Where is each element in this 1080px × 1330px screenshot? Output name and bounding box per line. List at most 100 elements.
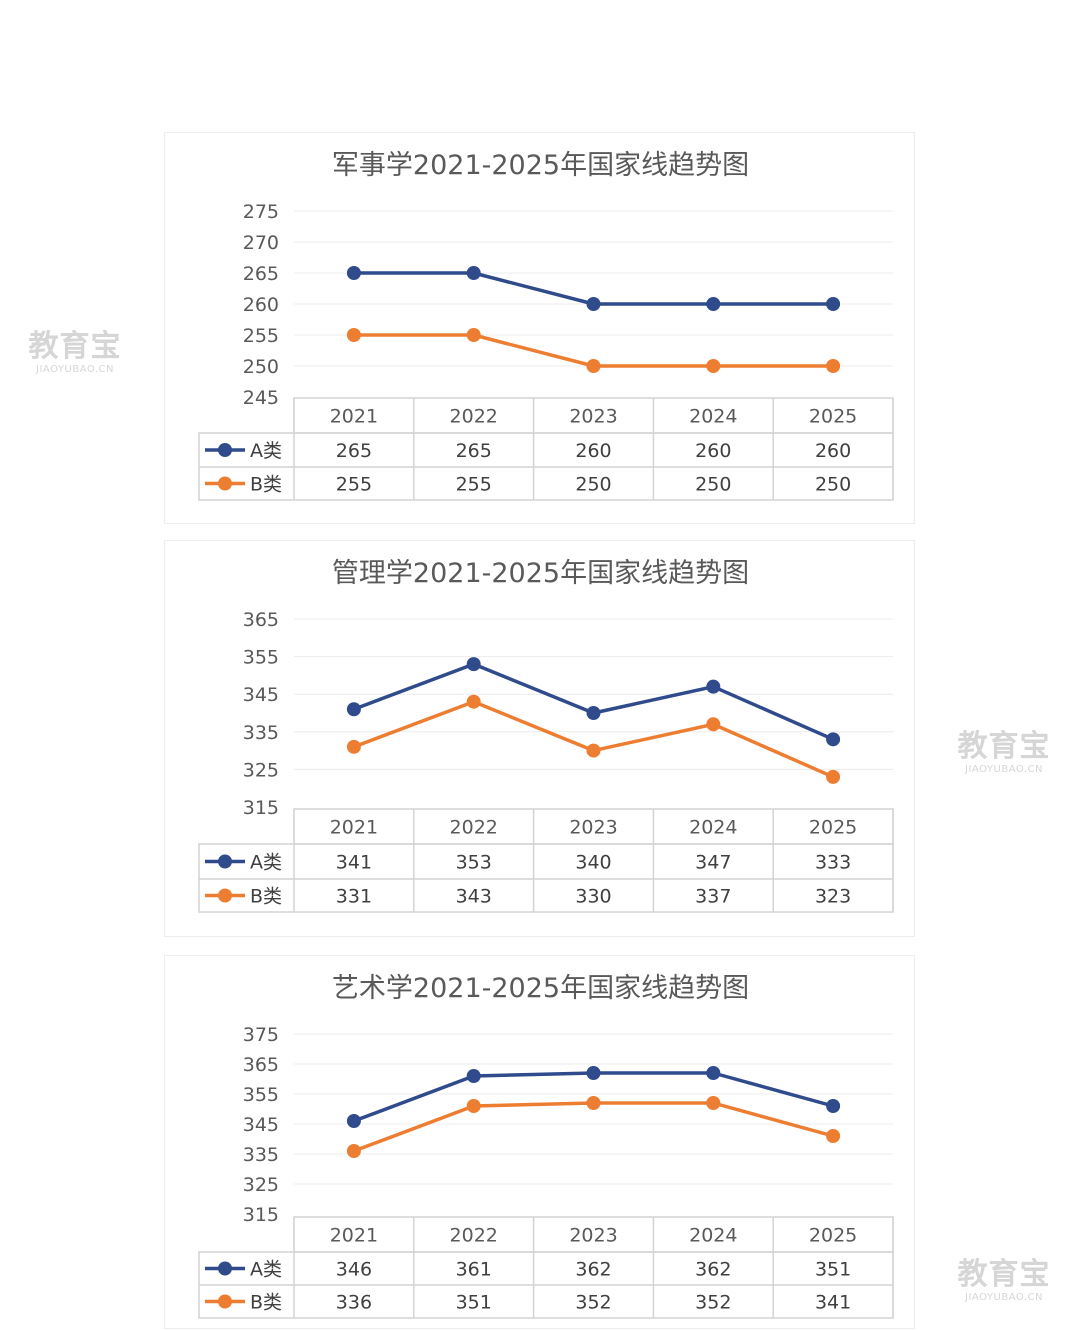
table-value-cell: 353 xyxy=(456,852,492,874)
table-value-cell: 337 xyxy=(695,886,731,908)
table-value-cell: 255 xyxy=(336,474,372,496)
x-category-label: 2022 xyxy=(450,817,498,839)
legend-label: B类 xyxy=(250,474,282,496)
data-point xyxy=(346,739,361,754)
table-value-cell: 341 xyxy=(815,1292,851,1314)
x-category-label: 2024 xyxy=(689,817,737,839)
data-point xyxy=(346,1144,361,1158)
y-tick-label: 250 xyxy=(243,356,279,378)
x-category-label: 2023 xyxy=(569,1225,617,1247)
watermark-en-text: JIAOYUBAO.CN xyxy=(965,1292,1043,1303)
watermark-cn-text: 教育宝 xyxy=(28,329,122,364)
data-point xyxy=(466,694,481,709)
table-value-cell: 351 xyxy=(456,1292,492,1314)
legend-label: B类 xyxy=(250,1292,282,1314)
table-value-cell: 336 xyxy=(336,1292,372,1314)
x-category-label: 2022 xyxy=(450,406,498,428)
legend-marker xyxy=(218,443,232,457)
table-value-cell: 323 xyxy=(815,886,851,908)
table-value-cell: 260 xyxy=(575,440,611,462)
y-tick-label: 335 xyxy=(243,722,279,744)
data-point xyxy=(586,743,601,758)
table-value-cell: 346 xyxy=(336,1259,372,1281)
y-tick-label: 315 xyxy=(243,797,279,819)
watermark-en-text: JIAOYUBAO.CN xyxy=(36,364,114,375)
table-value-cell: 265 xyxy=(456,440,492,462)
data-point xyxy=(346,266,361,280)
legend-marker xyxy=(218,476,232,491)
x-category-label: 2023 xyxy=(569,406,617,428)
table-value-cell: 362 xyxy=(575,1259,611,1281)
table-value-cell: 250 xyxy=(695,474,731,496)
y-tick-label: 365 xyxy=(243,1054,279,1076)
y-tick-label: 255 xyxy=(243,325,279,347)
y-tick-label: 375 xyxy=(243,1024,279,1046)
y-tick-label: 335 xyxy=(243,1144,279,1166)
chart-title: 艺术学2021-2025年国家线趋势图 xyxy=(332,973,749,1004)
table-value-cell: 362 xyxy=(695,1259,731,1281)
y-tick-label: 355 xyxy=(243,647,279,669)
data-point xyxy=(466,266,481,280)
line-chart: 管理学2021-2025年国家线趋势图 365 355 345 335 325 315 202… xyxy=(198,558,894,913)
table-value-cell: 347 xyxy=(695,852,731,874)
chart-title: 管理学2021-2025年国家线趋势图 xyxy=(332,558,749,589)
data-point xyxy=(346,702,361,717)
table-value-cell: 351 xyxy=(815,1259,851,1281)
series-line xyxy=(353,662,834,741)
x-category-label: 2021 xyxy=(330,1225,378,1247)
y-tick-label: 245 xyxy=(243,387,279,409)
legend-marker xyxy=(218,1294,232,1309)
watermark-cn-text: 教育宝 xyxy=(957,1257,1051,1292)
legend-marker xyxy=(218,888,232,903)
legend-marker xyxy=(218,1261,232,1276)
table-value-cell: 340 xyxy=(575,852,611,874)
table-value-cell: 260 xyxy=(815,440,851,462)
table-value-cell: 260 xyxy=(695,440,731,462)
data-point xyxy=(826,297,841,311)
data-point xyxy=(466,1069,481,1083)
data-point xyxy=(706,359,721,373)
chart-panel-military: 军事学2021-2025年国家线趋势图 275 270 265 260 255 250 245… xyxy=(164,132,915,524)
data-point xyxy=(826,732,841,747)
table-value-cell: 341 xyxy=(336,852,372,874)
y-tick-label: 325 xyxy=(243,1174,279,1196)
data-point xyxy=(826,1129,841,1143)
legend-marker xyxy=(218,854,232,869)
y-tick-label: 355 xyxy=(243,1084,279,1106)
data-point xyxy=(466,657,481,672)
table-value-cell: 333 xyxy=(815,852,851,874)
x-category-label: 2024 xyxy=(689,1225,737,1247)
x-category-label: 2021 xyxy=(330,817,378,839)
table-value-cell: 250 xyxy=(575,474,611,496)
y-tick-label: 345 xyxy=(243,1114,279,1136)
table-value-cell: 250 xyxy=(815,474,851,496)
data-point xyxy=(706,679,721,694)
watermark-logo: 教育宝 JIAOYUBAO.CN xyxy=(947,1258,1061,1304)
chart-panel-art: 艺术学2021-2025年国家线趋势图 375 365 355 345 335 325 315… xyxy=(164,955,915,1329)
x-category-label: 2023 xyxy=(569,817,617,839)
x-category-label: 2025 xyxy=(809,817,857,839)
table-value-cell: 361 xyxy=(456,1259,492,1281)
series-line xyxy=(353,1101,834,1153)
legend-label: B类 xyxy=(250,886,282,908)
y-tick-label: 265 xyxy=(243,263,279,285)
chart-title: 军事学2021-2025年国家线趋势图 xyxy=(332,150,749,181)
watermark-en-text: JIAOYUBAO.CN xyxy=(965,764,1043,775)
table-value-cell: 265 xyxy=(336,440,372,462)
x-category-label: 2025 xyxy=(809,406,857,428)
y-tick-label: 260 xyxy=(243,294,279,316)
watermark-cn-text: 教育宝 xyxy=(957,729,1051,764)
y-tick-label: 275 xyxy=(243,201,279,223)
x-category-label: 2022 xyxy=(450,1225,498,1247)
data-point xyxy=(586,297,601,311)
x-category-label: 2021 xyxy=(330,406,378,428)
data-point xyxy=(586,706,601,720)
data-point xyxy=(466,1099,481,1113)
table-value-cell: 352 xyxy=(695,1292,731,1314)
data-point xyxy=(346,1114,361,1128)
legend-label: A类 xyxy=(250,1259,282,1281)
line-chart: 军事学2021-2025年国家线趋势图 275 270 265 260 255 250 245… xyxy=(198,150,894,501)
legend-label: A类 xyxy=(250,852,282,874)
y-tick-label: 345 xyxy=(243,684,279,706)
y-tick-label: 365 xyxy=(243,609,279,631)
